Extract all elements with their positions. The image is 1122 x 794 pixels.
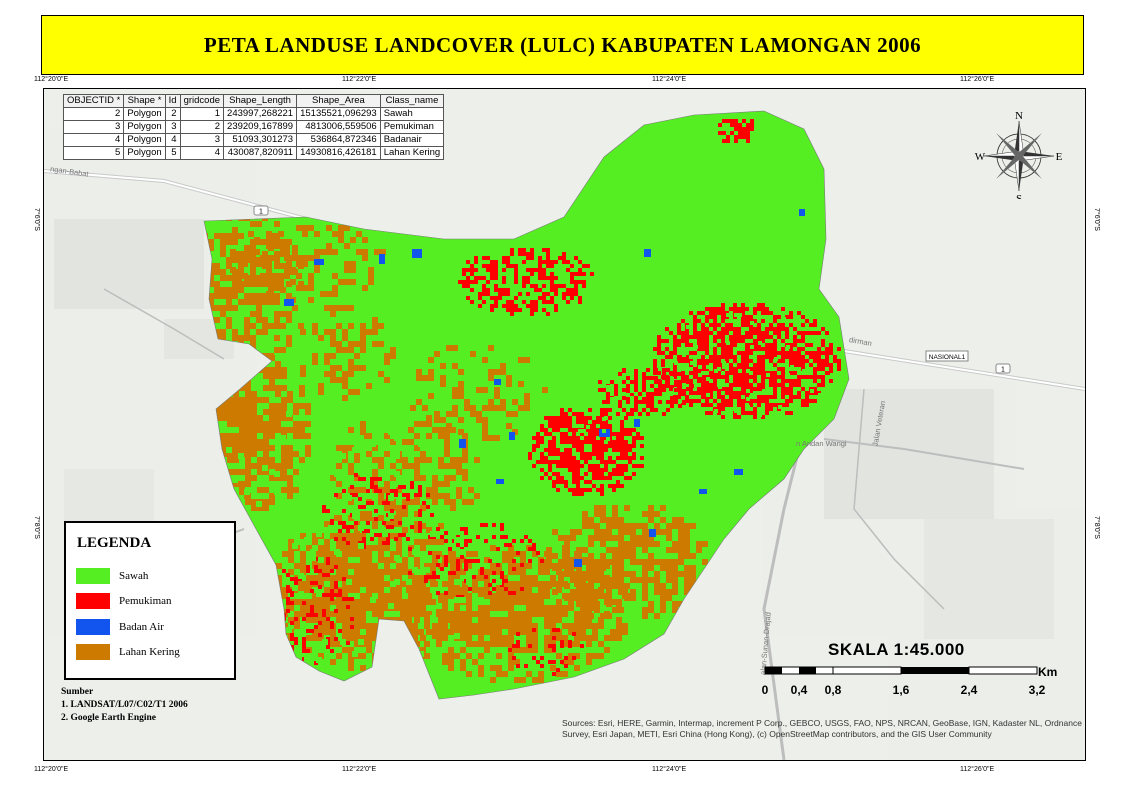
scale-bar: Km 0 0,4 0,8 1,6 2,4 3,2	[762, 665, 1058, 697]
table-row: 5 Polygon 5 4 430087,820911 14930816,426…	[62, 146, 445, 160]
cell-shape-length: 239209,167899	[223, 120, 298, 134]
source-line-2: 2. Google Earth Engine	[61, 713, 157, 723]
coord-right-2: 7°8'0"S	[1093, 516, 1100, 539]
cell-objectid: 5	[62, 146, 125, 160]
col-id: Id	[164, 94, 181, 108]
legend-item-badan-air: Badan Air	[76, 619, 164, 635]
svg-text:3,2: 3,2	[1029, 683, 1046, 697]
svg-text:1: 1	[259, 209, 263, 216]
svg-text:1: 1	[1001, 367, 1005, 374]
svg-text:1,6: 1,6	[893, 683, 910, 697]
coord-bottom-2: 112°22'0"E	[342, 766, 377, 773]
source-notes: Sumber 1. LANDSAT/L07/C02/T1 2006 2. Goo…	[61, 686, 188, 725]
svg-text:0,4: 0,4	[791, 683, 808, 697]
coord-top-2: 112°22'0"E	[342, 76, 377, 83]
legend-swatch-sawah	[76, 568, 110, 584]
legend-swatch-pemukiman	[76, 593, 110, 609]
coord-top-1: 112°20'0"E	[34, 76, 69, 83]
cell-id: 3	[164, 120, 181, 134]
coord-left-2: 7°8'0"S	[33, 516, 40, 539]
svg-text:N: N	[1015, 110, 1023, 122]
road-shield-1: 1	[253, 205, 269, 216]
svg-text:2,4: 2,4	[961, 683, 978, 697]
attribute-table: OBJECTID * Shape * Id gridcode Shape_Len…	[62, 94, 445, 160]
coord-bottom-4: 112°26'0"E	[960, 766, 995, 773]
legend-label: Lahan Kering	[119, 646, 180, 658]
cell-gridcode: 4	[179, 146, 225, 160]
north-arrow-compass-icon: N S E W	[975, 110, 1063, 199]
coord-right-1: 7°6'0"S	[1093, 208, 1100, 231]
table-row: 4 Polygon 4 3 51093,301273 536864,872346…	[62, 133, 445, 147]
cell-gridcode: 1	[179, 107, 225, 121]
cell-objectid: 2	[62, 107, 125, 121]
legend-swatch-badan-air	[76, 619, 110, 635]
svg-text:Km: Km	[1038, 665, 1057, 679]
coord-bottom-1: 112°20'0"E	[34, 766, 69, 773]
col-objectid: OBJECTID *	[62, 94, 125, 108]
svg-text:0,8: 0,8	[825, 683, 842, 697]
col-shape-area: Shape_Area	[296, 94, 381, 108]
cell-class-name: Badanair	[379, 133, 445, 147]
coord-top-4: 112°26'0"E	[960, 76, 995, 83]
road-shield-2: 1	[995, 363, 1011, 374]
scale-label: SKALA 1:45.000	[828, 640, 965, 659]
cell-shape-length: 243997,268221	[223, 107, 298, 121]
cell-shape: Polygon	[123, 107, 166, 121]
cell-id: 5	[164, 146, 181, 160]
cell-shape-area: 4813006,559506	[296, 120, 381, 134]
cell-gridcode: 2	[179, 120, 225, 134]
coord-left-1: 7°6'0"S	[33, 208, 40, 231]
legend-item-lahan-kering: Lahan Kering	[76, 644, 180, 660]
map-title-box: PETA LANDUSE LANDCOVER (LULC) KABUPATEN …	[41, 15, 1084, 75]
legend-item-sawah: Sawah	[76, 568, 148, 584]
cell-shape-area: 14930816,426181	[296, 146, 381, 160]
cell-shape-area: 536864,872346	[296, 133, 381, 147]
cell-objectid: 3	[62, 120, 125, 134]
cell-class-name: Lahan Kering	[379, 146, 445, 160]
cell-shape: Polygon	[123, 146, 166, 160]
col-gridcode: gridcode	[179, 94, 225, 108]
coord-top-3: 112°24'0"E	[652, 76, 687, 83]
legend-label: Sawah	[119, 570, 149, 582]
cell-objectid: 4	[62, 133, 125, 147]
coord-bottom-3: 112°24'0"E	[652, 766, 687, 773]
cell-class-name: Sawah	[379, 107, 445, 121]
cell-gridcode: 3	[179, 133, 225, 147]
map-title: PETA LANDUSE LANDCOVER (LULC) KABUPATEN …	[203, 32, 922, 57]
source-line-1: 1. LANDSAT/L07/C02/T1 2006	[61, 700, 188, 710]
legend-title: LEGENDA	[77, 535, 152, 551]
cell-shape-length: 430087,820911	[223, 146, 298, 160]
legend-item-pemukiman: Pemukiman	[76, 593, 172, 609]
cell-shape-area: 15135521,096293	[296, 107, 381, 121]
svg-text:E: E	[1056, 151, 1063, 163]
table-row: 2 Polygon 2 1 243997,268221 15135521,096…	[62, 107, 445, 121]
cell-shape: Polygon	[123, 120, 166, 134]
table-row: 3 Polygon 3 2 239209,167899 4813006,5595…	[62, 120, 445, 134]
cell-shape: Polygon	[123, 133, 166, 147]
cell-class-name: Pemukiman	[379, 120, 445, 134]
legend-box: LEGENDA Sawah Pemukiman Badan Air Lahan …	[64, 521, 236, 680]
legend-label: Pemukiman	[119, 595, 172, 607]
attribute-table-header: OBJECTID * Shape * Id gridcode Shape_Len…	[62, 94, 445, 108]
attribution-text: Sources: Esri, HERE, Garmin, Intermap, i…	[562, 718, 1082, 739]
legend-swatch-lahan-kering	[76, 644, 110, 660]
svg-text:NASIONAL1: NASIONAL1	[929, 354, 966, 361]
legend-label: Badan Air	[119, 621, 164, 633]
cell-id: 2	[164, 107, 181, 121]
source-title: Sumber	[61, 687, 94, 697]
col-class-name: Class_name	[379, 94, 445, 108]
cell-shape-length: 51093,301273	[223, 133, 298, 147]
col-shape-length: Shape_Length	[223, 94, 298, 108]
svg-text:0: 0	[762, 683, 769, 697]
col-shape: Shape *	[123, 94, 166, 108]
road-label-nasional: NASIONAL1	[925, 350, 969, 362]
svg-text:W: W	[975, 151, 986, 163]
svg-text:S: S	[1016, 193, 1022, 199]
road-label-andan-wangi: n Andan Wangi	[796, 439, 847, 448]
cell-id: 4	[164, 133, 181, 147]
